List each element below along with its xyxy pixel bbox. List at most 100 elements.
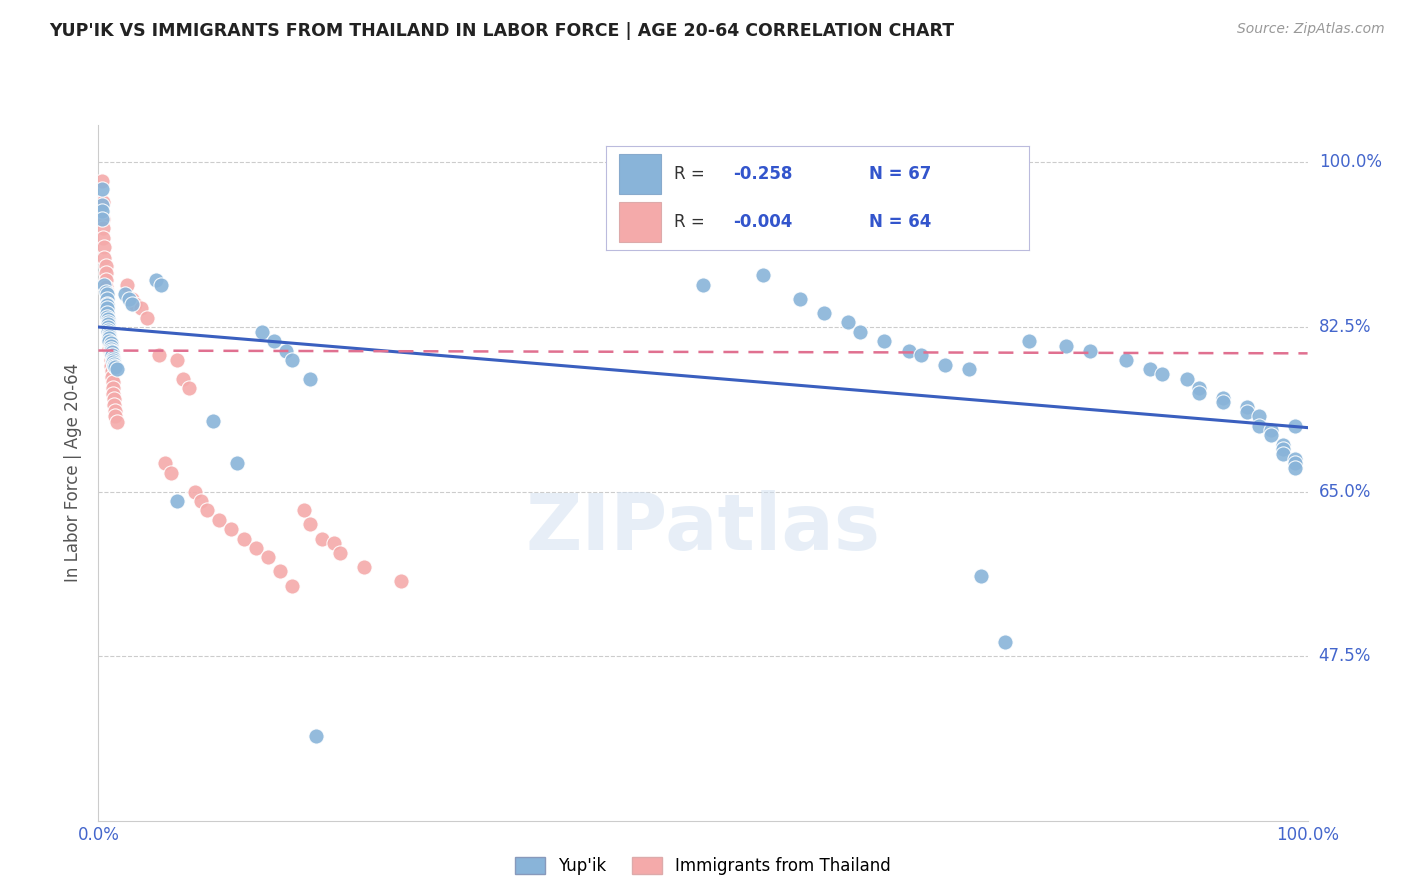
Point: [96, 302, 118, 317]
Point: [1249, 418, 1271, 433]
Point: [101, 386, 124, 401]
Point: [145, 273, 167, 287]
Point: [101, 351, 124, 365]
Point: [970, 569, 993, 583]
Point: [292, 503, 315, 517]
Point: [1272, 437, 1295, 451]
Point: [1054, 339, 1077, 353]
Point: [100, 364, 122, 378]
Point: [91, 174, 114, 188]
Point: [221, 522, 243, 536]
Point: [103, 398, 125, 412]
Point: [100, 369, 122, 384]
Point: [96, 310, 118, 324]
Point: [1284, 461, 1306, 475]
Text: YUP'IK VS IMMIGRANTS FROM THAILAND IN LABOR FORCE | AGE 20-64 CORRELATION CHART: YUP'IK VS IMMIGRANTS FROM THAILAND IN LA…: [49, 22, 955, 40]
Point: [153, 456, 176, 470]
Point: [1152, 367, 1174, 381]
Point: [97, 325, 120, 339]
Point: [98, 329, 121, 343]
Point: [94, 267, 117, 281]
Point: [96, 296, 118, 310]
Point: [100, 359, 122, 373]
Point: [1188, 381, 1211, 395]
Point: [96, 298, 118, 312]
Point: [114, 287, 136, 301]
Point: [91, 221, 114, 235]
Point: [96, 285, 118, 300]
Point: [1018, 334, 1040, 348]
Text: 100.0%: 100.0%: [1319, 153, 1382, 171]
Point: [1236, 404, 1258, 418]
Point: [97, 325, 120, 339]
Point: [897, 343, 920, 358]
Point: [105, 362, 128, 376]
Point: [93, 240, 115, 254]
Point: [910, 348, 932, 362]
Point: [1212, 391, 1234, 405]
Point: [150, 277, 173, 292]
Point: [1188, 385, 1211, 400]
Point: [1284, 418, 1306, 433]
Point: [208, 513, 231, 527]
Point: [1139, 362, 1161, 376]
Point: [1115, 353, 1137, 368]
Point: [118, 292, 141, 306]
Point: [98, 326, 121, 341]
Point: [837, 315, 859, 329]
Point: [789, 292, 811, 306]
Point: [93, 277, 115, 292]
Point: [1078, 343, 1101, 358]
Point: [91, 211, 114, 226]
Point: [101, 381, 124, 395]
Point: [873, 334, 896, 348]
Point: [281, 578, 304, 592]
Point: [849, 325, 872, 339]
Point: [97, 323, 120, 337]
Point: [195, 503, 218, 517]
Point: [148, 348, 170, 362]
Point: [232, 532, 254, 546]
Point: [100, 339, 122, 353]
Point: [91, 182, 114, 196]
Point: [91, 198, 114, 212]
Point: [692, 277, 714, 292]
Y-axis label: In Labor Force | Age 20-64: In Labor Force | Age 20-64: [65, 363, 83, 582]
Point: [104, 403, 127, 417]
Point: [305, 729, 328, 743]
Point: [94, 273, 117, 287]
Point: [172, 372, 194, 386]
Point: [121, 296, 143, 310]
Point: [202, 414, 225, 428]
Point: [96, 308, 118, 322]
Point: [100, 353, 122, 368]
Point: [184, 484, 207, 499]
Point: [281, 353, 304, 368]
Point: [94, 279, 117, 293]
Point: [934, 358, 956, 372]
Point: [100, 347, 122, 361]
Point: [177, 381, 201, 395]
Point: [100, 345, 122, 359]
Point: [97, 317, 120, 331]
Point: [100, 343, 122, 358]
Point: [91, 211, 114, 226]
Point: [298, 372, 321, 386]
Point: [103, 392, 125, 407]
Point: [100, 336, 122, 351]
Point: [166, 494, 188, 508]
Point: [752, 268, 775, 283]
Point: [97, 311, 120, 326]
Point: [91, 204, 114, 219]
Point: [256, 550, 278, 565]
Point: [190, 494, 212, 508]
Point: [98, 342, 121, 356]
Point: [96, 287, 118, 301]
Point: [96, 301, 118, 316]
Point: [96, 306, 118, 320]
Point: [91, 194, 114, 209]
Point: [96, 292, 118, 306]
Point: [104, 360, 127, 375]
Point: [1272, 442, 1295, 457]
Point: [1284, 456, 1306, 470]
